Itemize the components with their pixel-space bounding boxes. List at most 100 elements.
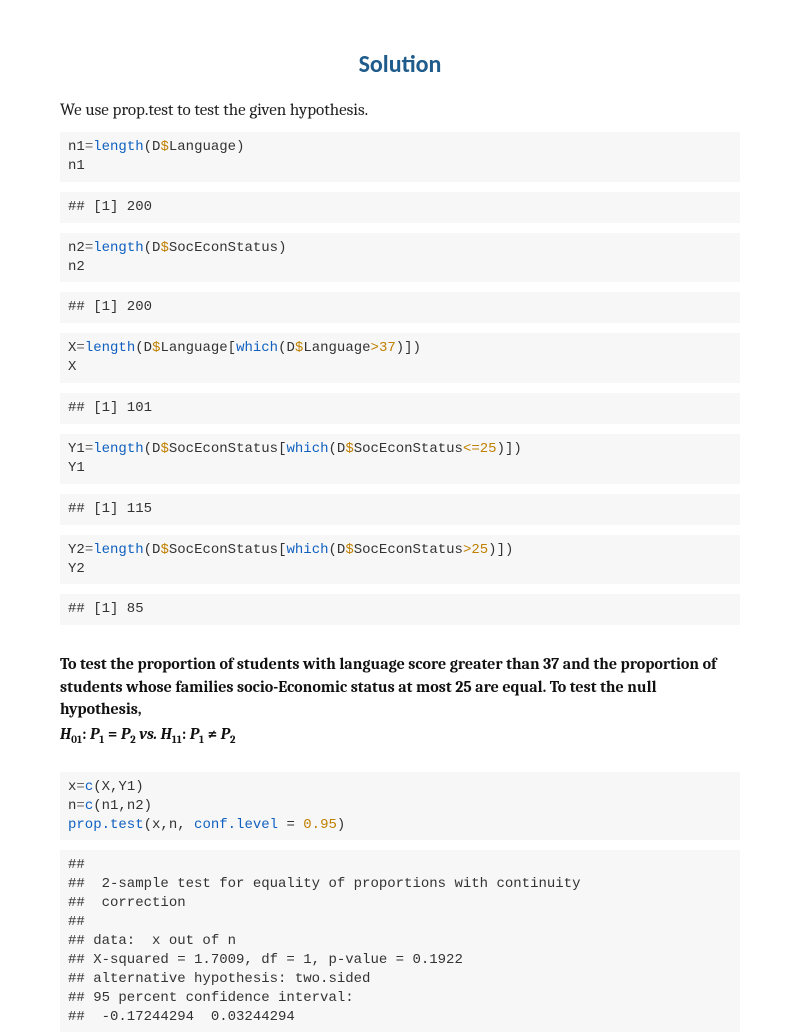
fn-length: length — [93, 542, 143, 558]
out-text: ## [1] 85 — [68, 601, 144, 617]
math-H: H — [161, 725, 172, 743]
fn-which: which — [286, 542, 328, 558]
fn-proptest: prop.test — [68, 817, 144, 833]
math-H: H — [60, 725, 71, 743]
dollar-op: $ — [160, 441, 168, 457]
intro-text: We use prop.test to test the given hypot… — [60, 101, 740, 120]
echo-Y1: Y1 — [68, 460, 85, 476]
var-n2: n2 — [68, 240, 85, 256]
bracket-close: ] — [497, 542, 505, 558]
output-n1: ## [1] 200 — [60, 192, 740, 223]
paren-open: ( — [135, 340, 143, 356]
echo-n1: n1 — [68, 158, 85, 174]
paren-open: ( — [278, 340, 286, 356]
paren-open: ( — [144, 542, 152, 558]
var-n1: n1 — [68, 139, 85, 155]
obj-D: D — [287, 340, 295, 356]
paren-close: ) — [278, 240, 286, 256]
echo-X: X — [68, 359, 76, 375]
dollar-op: $ — [345, 441, 353, 457]
gt-op: > — [371, 340, 379, 356]
obj-D: D — [144, 340, 152, 356]
math-sub-2: 2 — [230, 733, 236, 746]
args-n1n2: n1,n2 — [102, 798, 144, 814]
code-block-x: X=length(D$Language[which(D$Language>37)… — [60, 333, 740, 383]
out-text: ## [1] 115 — [68, 501, 152, 517]
math-eq: = — [104, 725, 121, 743]
num-25: 25 — [480, 441, 497, 457]
out-text: ## [1] 200 — [68, 299, 152, 315]
num-37: 37 — [379, 340, 396, 356]
fn-length: length — [85, 340, 135, 356]
le-op: <= — [463, 441, 480, 457]
args-xn: x,n, — [152, 817, 194, 833]
paren-open: ( — [144, 441, 152, 457]
fn-length: length — [93, 240, 143, 256]
field-language: Language — [160, 340, 227, 356]
num-25: 25 — [471, 542, 488, 558]
echo-n2: n2 — [68, 259, 85, 275]
math-P: P — [190, 725, 199, 743]
dollar-op: $ — [160, 240, 168, 256]
bracket-close: ] — [404, 340, 412, 356]
paren-close: ) — [497, 441, 505, 457]
output-x: ## [1] 101 — [60, 393, 740, 424]
paren-close: ) — [135, 779, 143, 795]
hypothesis-text: To test the proportion of students with … — [60, 653, 740, 720]
eq-op: = — [85, 441, 93, 457]
dollar-op: $ — [160, 139, 168, 155]
eq-op: = — [85, 240, 93, 256]
hypothesis-math: H01: P1 = P2 vs. H11: P1 ≠ P2 — [60, 725, 740, 746]
paren-close: ) — [396, 340, 404, 356]
math-vs: vs. — [136, 725, 161, 743]
eq-op: = — [85, 139, 93, 155]
field-language: Language — [169, 139, 236, 155]
math-sub-11: 11 — [172, 733, 182, 746]
code-block-n2: n2=length(D$SocEconStatus) n2 — [60, 233, 740, 283]
fn-c: c — [85, 798, 93, 814]
paren-close: ) — [488, 542, 496, 558]
paren-close: ) — [513, 441, 521, 457]
code-block-proptest: x=c(X,Y1) n=c(n1,n2) prop.test(x,n, conf… — [60, 772, 740, 841]
paren-close: ) — [236, 139, 244, 155]
var-Y2: Y2 — [68, 542, 85, 558]
bracket-open: [ — [228, 340, 236, 356]
var-Y1: Y1 — [68, 441, 85, 457]
eq-op: = — [76, 779, 84, 795]
out-text: ## [1] 200 — [68, 199, 152, 215]
fn-which: which — [236, 340, 278, 356]
eq-op: = — [76, 340, 84, 356]
fn-length: length — [93, 441, 143, 457]
code-block-y2: Y2=length(D$SocEconStatus[which(D$SocEco… — [60, 535, 740, 585]
out-text: ## ## 2-sample test for equality of prop… — [68, 857, 580, 1024]
paren-open: ( — [329, 542, 337, 558]
args-XY1: X,Y1 — [102, 779, 136, 795]
dollar-op: $ — [345, 542, 353, 558]
math-P: P — [121, 725, 130, 743]
field-socecon: SocEconStatus — [169, 441, 278, 457]
num-095: 0.95 — [303, 817, 337, 833]
code-block-n1: n1=length(D$Language) n1 — [60, 132, 740, 182]
output-n2: ## [1] 200 — [60, 292, 740, 323]
paren-open: ( — [93, 779, 101, 795]
math-colon: : — [82, 725, 90, 743]
paren-open: ( — [144, 240, 152, 256]
echo-Y2: Y2 — [68, 561, 85, 577]
dollar-op: $ — [160, 542, 168, 558]
field-socecon: SocEconStatus — [354, 542, 463, 558]
paren-close: ) — [413, 340, 421, 356]
eq-op: = — [76, 798, 84, 814]
code-block-y1: Y1=length(D$SocEconStatus[which(D$SocEco… — [60, 434, 740, 484]
paren-open: ( — [93, 798, 101, 814]
output-y2: ## [1] 85 — [60, 594, 740, 625]
paren-close: ) — [337, 817, 345, 833]
field-socecon: SocEconStatus — [354, 441, 463, 457]
document-page: Solution We use prop.test to test the gi… — [0, 0, 800, 913]
page-title: Solution — [60, 50, 740, 79]
math-sub-01: 01 — [71, 733, 82, 746]
paren-close: ) — [505, 542, 513, 558]
math-ne: ≠ — [204, 725, 221, 743]
field-socecon: SocEconStatus — [169, 542, 278, 558]
math-P: P — [221, 725, 230, 743]
eq-literal: = — [278, 817, 303, 833]
